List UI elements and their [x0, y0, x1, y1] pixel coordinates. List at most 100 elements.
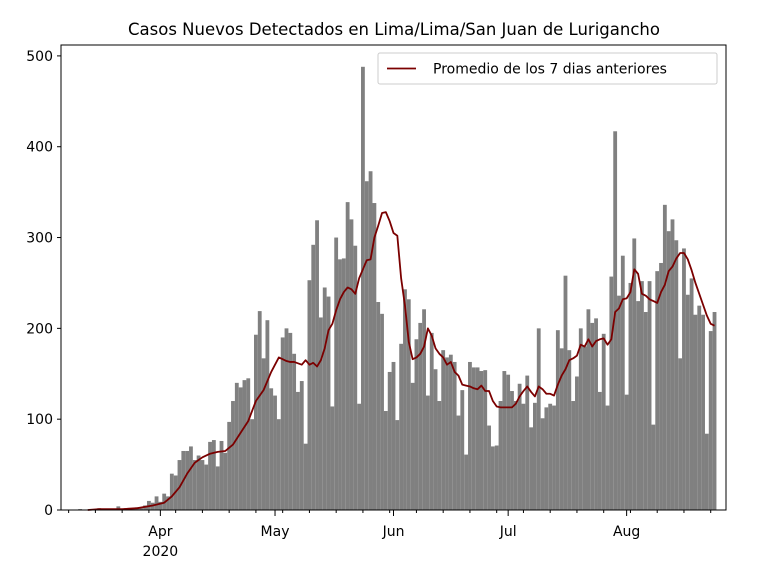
- plot-area: 0 100 200 300 400 500 Apr 2020 May Jun Jul Aug Prome…: [26, 44, 727, 560]
- x-tick-label: May: [261, 524, 290, 540]
- bar: [575, 376, 579, 510]
- bar: [376, 302, 381, 510]
- bar: [353, 245, 358, 510]
- bar: [383, 411, 388, 510]
- bar: [536, 328, 541, 510]
- bar: [361, 66, 365, 511]
- bar: [429, 332, 434, 510]
- bar: [284, 328, 289, 510]
- bar: [601, 333, 606, 510]
- bar: [659, 262, 663, 510]
- bar: [678, 358, 683, 510]
- bar: [410, 382, 415, 510]
- bar: [338, 259, 342, 510]
- bar: [368, 171, 373, 511]
- bar: [403, 289, 407, 510]
- bar: [257, 311, 262, 510]
- bar: [471, 367, 476, 510]
- bar: [303, 443, 308, 510]
- bar: [708, 331, 713, 510]
- bar: [292, 353, 297, 510]
- bar: [227, 421, 232, 510]
- bar: [261, 358, 266, 510]
- bar: [414, 339, 419, 510]
- bar: [448, 354, 453, 510]
- bar: [655, 271, 660, 510]
- x-tick-label: Apr: [148, 524, 172, 540]
- bar: [246, 378, 251, 510]
- bar: [617, 295, 621, 510]
- legend-label: Promedio de los 7 dias anteriores: [433, 62, 667, 78]
- bar: [288, 332, 293, 510]
- bar: [399, 343, 404, 510]
- bar: [445, 357, 449, 510]
- bar: [697, 305, 702, 510]
- bar: [139, 508, 144, 510]
- y-tick-label: 0: [44, 503, 53, 519]
- bar: [189, 446, 193, 510]
- bar: [651, 424, 656, 510]
- bar: [334, 237, 339, 511]
- bar: [597, 391, 602, 510]
- bar: [529, 427, 533, 510]
- bar: [326, 296, 331, 510]
- bar: [636, 301, 641, 510]
- bar: [223, 452, 228, 510]
- bar: [609, 276, 614, 510]
- bar: [307, 280, 312, 510]
- bar: [704, 433, 709, 510]
- bar: [349, 219, 354, 511]
- bar: [192, 460, 197, 510]
- bar: [242, 380, 247, 510]
- bar: [590, 322, 595, 510]
- bar: [666, 231, 671, 510]
- bar: [662, 204, 667, 510]
- bar: [640, 281, 644, 510]
- bar: [464, 454, 469, 510]
- bar: [406, 299, 411, 510]
- bar: [387, 371, 392, 510]
- bar: [548, 403, 553, 510]
- bar: [433, 369, 438, 510]
- bar: [391, 361, 396, 510]
- bar: [231, 401, 235, 510]
- bar: [559, 348, 564, 510]
- y-tick-label: 100: [26, 412, 53, 428]
- bar: [166, 496, 170, 510]
- chart-title: Casos Nuevos Detectados en Lima/Lima/San…: [128, 20, 660, 39]
- bar: [498, 401, 503, 510]
- bar: [628, 282, 633, 510]
- bar: [395, 420, 400, 510]
- bar: [250, 419, 254, 510]
- bar: [418, 322, 423, 510]
- bar: [296, 391, 300, 510]
- bar: [185, 450, 190, 510]
- average-line: [87, 211, 715, 511]
- bar: [269, 388, 274, 510]
- bar: [620, 255, 625, 510]
- bar: [502, 371, 507, 510]
- bar: [513, 401, 518, 510]
- bar: [468, 361, 472, 510]
- bar: [533, 402, 537, 510]
- bar: [682, 248, 686, 510]
- bar: [311, 244, 316, 511]
- bar: [567, 350, 572, 510]
- bar: [578, 328, 583, 510]
- bar: [571, 401, 576, 510]
- x-tick-label: Jun: [382, 524, 405, 540]
- bar: [563, 275, 568, 510]
- bar: [670, 219, 675, 511]
- legend: Promedio de los 7 dias anteriores: [377, 52, 718, 85]
- legend-box: [377, 52, 718, 85]
- bar: [483, 370, 488, 510]
- bar: [254, 334, 258, 510]
- bar: [204, 464, 209, 510]
- bar: [494, 445, 499, 510]
- bar: [238, 387, 243, 510]
- bar: [215, 466, 220, 510]
- bar: [357, 403, 362, 510]
- bar: [701, 314, 705, 510]
- bar: [643, 312, 648, 510]
